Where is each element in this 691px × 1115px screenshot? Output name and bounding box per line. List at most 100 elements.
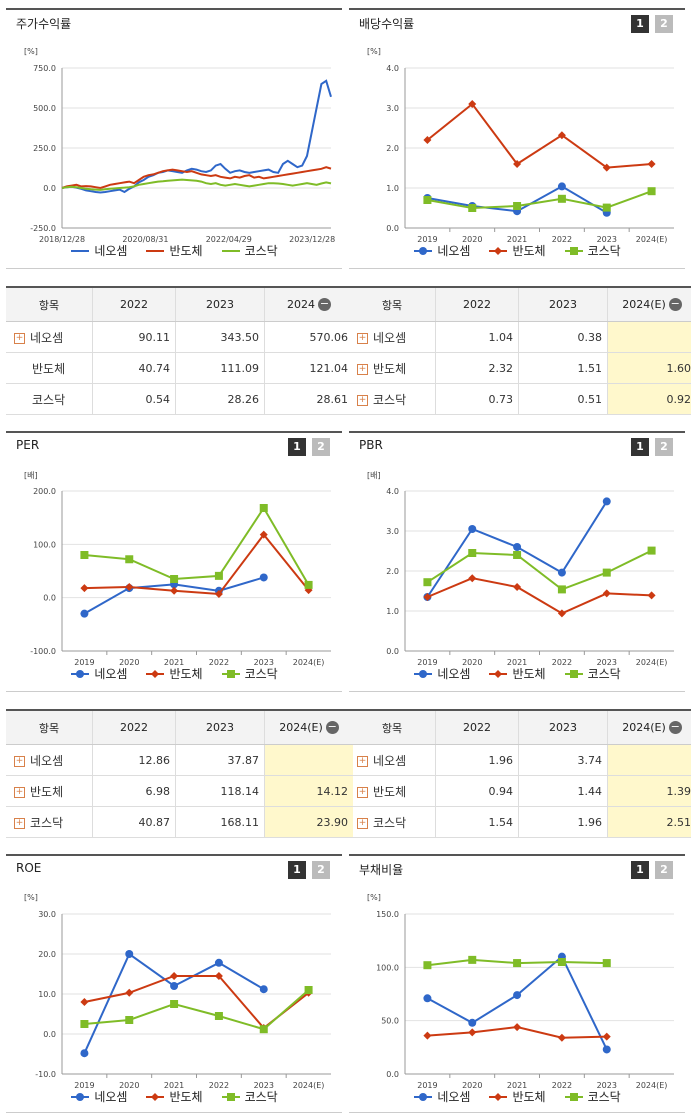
data-point xyxy=(468,525,477,533)
data-point xyxy=(468,1028,477,1037)
table-header: 2023 xyxy=(175,709,265,745)
data-point xyxy=(557,585,566,594)
legend-item: 반도체 xyxy=(488,1088,546,1105)
cell-value: 3.74 xyxy=(577,753,603,767)
table-cell: 40.87 xyxy=(92,806,176,838)
y-tick-label: -250.0 xyxy=(30,224,56,233)
y-tick-label: 100.0 xyxy=(33,540,56,549)
page-1-button[interactable]: 1 xyxy=(631,438,649,456)
data-point xyxy=(423,196,432,204)
per-chart: 200.0 100.0 0.0 -100.0 2019 2020 2021 2022 2023 2… xyxy=(30,487,331,667)
pbr-table: 항목 2022 2023 2024(E) − + 네오셈 1.96 3.74 + 반도체 0.94 1.… xyxy=(349,709,691,838)
data-point xyxy=(214,958,223,967)
legend-item: 반도체 xyxy=(145,665,203,682)
legend-swatch xyxy=(414,246,433,255)
y-tick-label: 3.0 xyxy=(386,527,399,536)
table-cell: + 네오셈 xyxy=(349,744,436,776)
series-line-1 xyxy=(427,577,652,615)
table-row: + 네오셈 90.11 343.50 570.06 xyxy=(6,321,353,353)
legend-item: 반도체 xyxy=(488,665,546,682)
y-tick-label: 1.0 xyxy=(386,607,399,616)
x-tick-label: 2020 xyxy=(462,1081,482,1090)
header-label: 항목 xyxy=(381,298,403,312)
x-tick-label: 2021 xyxy=(507,658,527,667)
table-cell: 90.11 xyxy=(92,321,176,353)
data-point xyxy=(423,136,432,144)
cell-value: 2.51 xyxy=(666,815,691,829)
page-2-button[interactable]: 2 xyxy=(655,15,673,33)
unit-label: [%] xyxy=(367,893,381,902)
legend-swatch xyxy=(221,669,240,678)
page-1-button[interactable]: 1 xyxy=(288,861,306,879)
collapse-icon[interactable]: − xyxy=(668,720,682,735)
header-label: 항목 xyxy=(381,721,403,735)
cell-value: 반도체 xyxy=(373,361,407,376)
cell-value: 14.12 xyxy=(316,784,349,798)
y-tick-label: 750.0 xyxy=(33,64,56,73)
series-line-2 xyxy=(84,506,310,586)
y-tick-label: 30.0 xyxy=(38,910,56,919)
page-1-button[interactable]: 1 xyxy=(631,15,649,33)
table-cell: 1.96 xyxy=(435,744,519,776)
table-header: 항목 xyxy=(349,709,436,745)
expand-icon[interactable]: + xyxy=(14,786,25,798)
table-cell: + 네오셈 xyxy=(6,744,93,776)
data-point xyxy=(125,555,134,564)
collapse-icon[interactable]: − xyxy=(325,720,339,735)
x-tick-label: 2019 xyxy=(417,658,437,667)
y-tick-label: 2.0 xyxy=(386,144,399,153)
expand-icon[interactable]: + xyxy=(357,786,368,798)
x-tick-label: 2021 xyxy=(507,1081,527,1090)
x-tick-label: 2021 xyxy=(164,1081,184,1090)
legend-label: 코스닥 xyxy=(244,1090,278,1104)
header-label: 2022 xyxy=(463,298,491,311)
table-cell: 37.87 xyxy=(175,744,265,776)
x-tick-label: 2020 xyxy=(462,658,482,667)
legend-label: 코스닥 xyxy=(587,1090,621,1104)
collapse-icon[interactable]: − xyxy=(668,297,682,312)
data-point xyxy=(647,187,656,196)
table-header: 항목 xyxy=(6,709,93,745)
legend: 네오셈 반도체 코스닥 xyxy=(6,242,342,259)
data-point xyxy=(423,593,432,601)
x-tick-label: 2022 xyxy=(552,235,572,244)
data-point xyxy=(423,578,432,587)
x-tick-label: 2023/12/28 xyxy=(289,235,335,244)
data-point xyxy=(125,950,134,958)
expand-icon[interactable]: + xyxy=(14,755,25,767)
data-point xyxy=(214,589,223,598)
page-2-button[interactable]: 2 xyxy=(312,861,330,879)
expand-icon[interactable]: + xyxy=(357,755,368,767)
expand-icon[interactable]: + xyxy=(357,363,368,375)
data-point xyxy=(513,160,522,168)
data-point xyxy=(513,551,522,559)
legend-label: 반도체 xyxy=(169,244,203,258)
page-2-button[interactable]: 2 xyxy=(655,438,673,456)
data-point xyxy=(125,988,134,997)
expand-icon[interactable]: + xyxy=(357,394,368,406)
expand-icon[interactable]: + xyxy=(357,817,368,829)
legend-marker xyxy=(419,1092,428,1101)
y-tick-label: 4.0 xyxy=(386,64,399,73)
expand-icon[interactable]: + xyxy=(357,332,368,344)
data-point xyxy=(259,985,268,994)
table-cell: + 반도체 xyxy=(349,352,436,384)
legend: 네오셈 반도체 코스닥 xyxy=(6,1088,342,1105)
table-cell xyxy=(607,744,691,776)
legend-item: 반도체 xyxy=(145,1088,203,1105)
series-line-0 xyxy=(426,955,608,1050)
cell-value: 코스닥 xyxy=(373,815,407,830)
series-line-2 xyxy=(84,989,310,1031)
y-tick-label: 500.0 xyxy=(33,104,56,113)
page-1-button[interactable]: 1 xyxy=(288,438,306,456)
page-1-button[interactable]: 1 xyxy=(631,861,649,879)
page-2-button[interactable]: 2 xyxy=(655,861,673,879)
expand-icon[interactable]: + xyxy=(14,332,25,344)
table-cell: 118.14 xyxy=(175,775,265,807)
cell-value: 코스닥 xyxy=(32,392,66,407)
expand-icon[interactable]: + xyxy=(14,817,25,829)
page-2-button[interactable]: 2 xyxy=(312,438,330,456)
data-point xyxy=(513,959,522,968)
table-cell: 코스닥 xyxy=(6,383,93,415)
collapse-icon[interactable]: − xyxy=(318,297,331,312)
